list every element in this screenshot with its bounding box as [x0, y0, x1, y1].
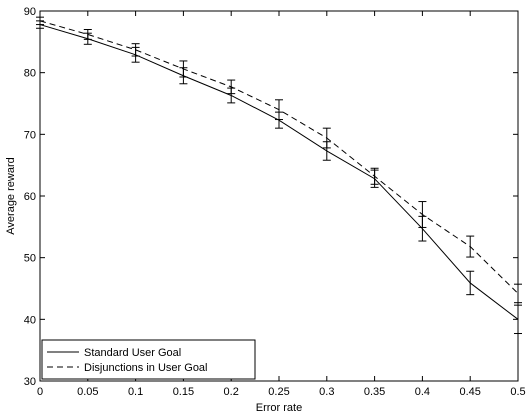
legend-label-standard: Standard User Goal — [84, 347, 181, 359]
error-bar — [514, 304, 522, 335]
legend-box — [41, 339, 256, 380]
tick-marks — [39, 10, 519, 382]
legend: Standard User Goal Disjunctions in User … — [41, 339, 256, 380]
error-bar — [322, 127, 331, 149]
data-series — [36, 16, 522, 335]
error-bar — [179, 60, 188, 78]
plot-frame — [39, 10, 519, 382]
x-tick-label: 0.25 — [268, 386, 289, 398]
x-tick-label: 0.4 — [415, 386, 430, 398]
error-bar — [514, 283, 522, 304]
y-tick-label: 60 — [24, 191, 36, 203]
error-bar — [466, 270, 475, 296]
x-tick-label: 0 — [37, 386, 43, 398]
error-bar — [370, 167, 379, 185]
error-bar — [83, 29, 92, 40]
x-tick-label: 0.2 — [224, 386, 239, 398]
y-tick-label: 70 — [24, 129, 36, 141]
error-bar — [227, 79, 236, 95]
error-bar — [131, 43, 140, 57]
x-tick-label: 0.05 — [77, 386, 98, 398]
y-tick-label: 30 — [24, 376, 36, 388]
x-tick-label: 0.35 — [364, 386, 385, 398]
error-bar — [275, 99, 283, 121]
error-bar — [36, 16, 44, 26]
x-tick-label: 0.15 — [173, 386, 194, 398]
y-tick-label: 90 — [24, 6, 36, 18]
x-tick-label: 0.45 — [459, 386, 480, 398]
series-disjunctions-in-user-goal — [36, 16, 522, 304]
x-tick-label: 0.1 — [128, 386, 143, 398]
y-tick-label: 40 — [24, 314, 36, 326]
x-axis-title: Error rate — [256, 402, 302, 414]
x-tick-label: 0.3 — [319, 386, 334, 398]
y-tick-label: 80 — [24, 68, 36, 80]
x-tick-label: 0.5 — [510, 386, 525, 398]
tick-labels: 0 0.05 0.1 0.15 0.2 0.25 0.3 0.35 0.4 0.45 0.5 30 40… — [24, 6, 526, 398]
error-bar — [418, 201, 427, 228]
error-bar — [466, 235, 475, 258]
y-axis-title: Average reward — [5, 157, 17, 234]
legend-label-disjunctions: Disjunctions in User Goal — [84, 362, 208, 374]
y-tick-label: 50 — [24, 253, 36, 265]
